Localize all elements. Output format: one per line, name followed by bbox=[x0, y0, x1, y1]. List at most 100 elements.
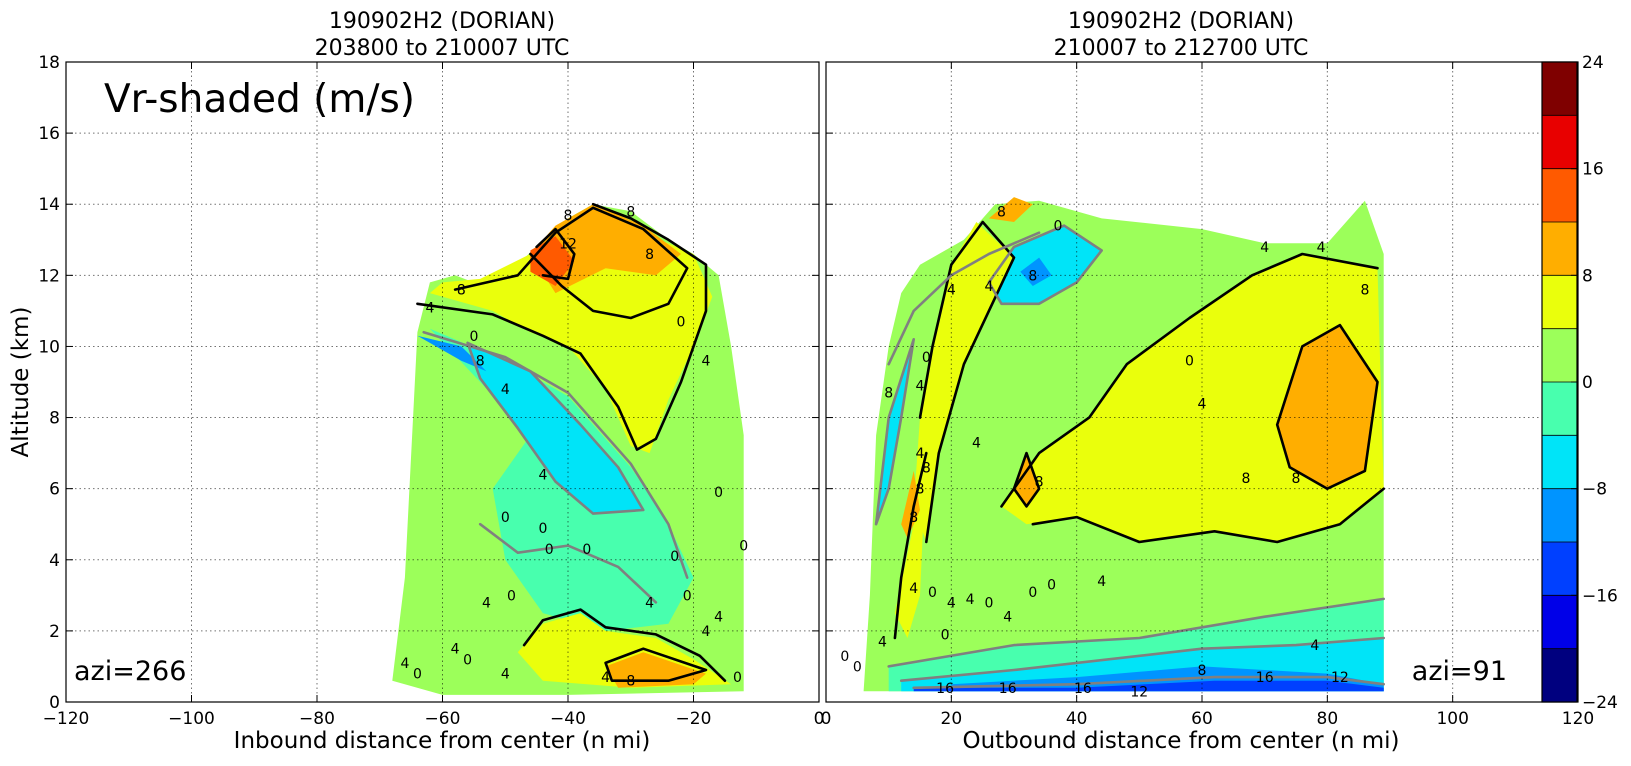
right-contour-label-34: 16 bbox=[936, 681, 954, 697]
right-contour-10 bbox=[887, 597, 1385, 668]
left-contour-7 bbox=[478, 522, 658, 604]
left-azimuth-label: azi=266 bbox=[74, 656, 186, 687]
left-contour-label-16: 0 bbox=[582, 542, 591, 558]
left-contour-label-8: 4 bbox=[702, 354, 711, 370]
left-contour-5 bbox=[422, 330, 689, 579]
right-x-tick-label-2: 40 bbox=[1066, 709, 1088, 729]
colorbar-tick-label-2: −8 bbox=[1582, 480, 1607, 500]
left-contour-label-20: 0 bbox=[507, 588, 516, 604]
colorbar-band-11 bbox=[1542, 62, 1577, 116]
right-shaded-region-7 bbox=[1020, 257, 1052, 286]
right-contour-label-5: 4 bbox=[1260, 240, 1269, 256]
right-contour-8 bbox=[874, 337, 916, 526]
right-contour-label-13: 4 bbox=[972, 435, 981, 451]
left-contour-label-25: 4 bbox=[451, 642, 460, 658]
colorbar-tick-label-0: −24 bbox=[1582, 693, 1618, 713]
right-contour-7 bbox=[987, 224, 1103, 306]
right-contour-label-14: 4 bbox=[916, 446, 925, 462]
left-contour-label-28: 4 bbox=[400, 656, 409, 672]
left-y-tick-label-9: 18 bbox=[38, 53, 60, 73]
left-contour-label-21: 4 bbox=[645, 595, 654, 611]
left-contour-0 bbox=[416, 202, 708, 451]
right-shaded-region-6 bbox=[913, 680, 1384, 692]
right-contour-9 bbox=[899, 636, 1385, 683]
right-x-tick-label-0: 0 bbox=[821, 709, 832, 729]
left-contour-label-4: 12 bbox=[559, 236, 577, 252]
right-contour-label-26: 0 bbox=[1028, 585, 1037, 601]
right-contour-label-39: 16 bbox=[1256, 670, 1274, 686]
left-contour-label-27: 4 bbox=[501, 667, 510, 683]
right-contour-label-35: 16 bbox=[999, 681, 1017, 697]
colorbar-band-1 bbox=[1542, 595, 1577, 649]
right-contour-label-15: 8 bbox=[922, 460, 931, 476]
left-y-tick-label-1: 2 bbox=[49, 622, 60, 642]
right-shaded-region-4 bbox=[876, 339, 914, 525]
left-contour-label-2: 0 bbox=[469, 329, 478, 345]
left-contour-label-32: 0 bbox=[733, 670, 742, 686]
right-title-line2: 210007 to 212700 UTC bbox=[1054, 36, 1309, 61]
left-y-tick-label-0: 0 bbox=[49, 693, 60, 713]
right-contour-label-10: 4 bbox=[916, 379, 925, 395]
right-x-tick-label-4: 80 bbox=[1317, 709, 1339, 729]
right-contour-label-24: 4 bbox=[966, 592, 975, 608]
left-contour-label-5: 8 bbox=[626, 204, 635, 220]
colorbar-band-0 bbox=[1542, 648, 1577, 702]
right-contour-label-29: 4 bbox=[1003, 610, 1012, 626]
left-contour-4 bbox=[604, 647, 708, 683]
colorbar-tick-label-6: 24 bbox=[1582, 53, 1604, 73]
right-contour-label-18: 8 bbox=[1035, 475, 1044, 491]
right-contour-label-9: 8 bbox=[884, 386, 893, 402]
colorbar-band-10 bbox=[1542, 115, 1577, 169]
colorbar-band-6 bbox=[1542, 328, 1577, 382]
right-contour-1 bbox=[1000, 252, 1379, 508]
colorbar-band-8 bbox=[1542, 222, 1577, 276]
right-contour-label-25: 0 bbox=[984, 595, 993, 611]
left-contour-3 bbox=[522, 608, 727, 683]
right-x-tick-label-5: 100 bbox=[1436, 709, 1468, 729]
right-contour-label-41: 12 bbox=[1331, 670, 1349, 686]
vr-shaded-annotation: Vr-shaded (m/s) bbox=[104, 77, 415, 122]
left-contour-1 bbox=[453, 206, 689, 320]
left-x-tick-label-0: −120 bbox=[43, 709, 90, 729]
left-title-line2: 203800 to 210007 UTC bbox=[315, 36, 570, 61]
right-contour-label-0: 8 bbox=[997, 204, 1006, 220]
right-contour-label-1: 0 bbox=[1053, 219, 1062, 235]
colorbar-band-3 bbox=[1542, 488, 1577, 542]
right-contour-label-40: 4 bbox=[1310, 638, 1319, 654]
left-x-tick-label-4: −40 bbox=[550, 709, 586, 729]
left-contour-label-24: 4 bbox=[702, 624, 711, 640]
colorbar-band-7 bbox=[1542, 275, 1577, 329]
left-x-tick-label-1: −100 bbox=[168, 709, 215, 729]
colorbar-band-2 bbox=[1542, 542, 1577, 596]
left-y-tick-label-4: 8 bbox=[49, 409, 60, 429]
right-contour-label-20: 8 bbox=[1292, 471, 1301, 487]
left-contour-label-15: 0 bbox=[545, 542, 554, 558]
left-y-tick-label-7: 14 bbox=[38, 195, 60, 215]
right-x-tick-label-1: 20 bbox=[941, 709, 963, 729]
right-contour-label-19: 8 bbox=[1241, 471, 1250, 487]
right-contour-label-3: 4 bbox=[984, 279, 993, 295]
right-shaded-region-12 bbox=[1014, 453, 1040, 507]
left-contour-label-26: 0 bbox=[463, 652, 472, 668]
left-contour-label-22: 0 bbox=[683, 588, 692, 604]
right-contour-label-16: 8 bbox=[916, 482, 925, 498]
right-contour-label-11: 0 bbox=[1185, 354, 1194, 370]
right-contour-3 bbox=[1275, 323, 1379, 491]
left-x-tick-label-6: 0 bbox=[814, 709, 825, 729]
left-contour-label-19: 4 bbox=[482, 595, 491, 611]
left-y-tick-label-5: 10 bbox=[38, 337, 60, 357]
left-contour-label-1: 8 bbox=[457, 283, 466, 299]
right-contour-label-21: 4 bbox=[909, 581, 918, 597]
left-y-tick-label-2: 4 bbox=[49, 551, 60, 571]
right-contour-label-36: 16 bbox=[1074, 681, 1092, 697]
left-contour-label-9: 8 bbox=[476, 354, 485, 370]
left-contour-label-31: 8 bbox=[626, 674, 635, 690]
right-contour-label-32: 0 bbox=[840, 649, 849, 665]
right-contour-label-37: 12 bbox=[1130, 684, 1148, 700]
right-contour-label-8: 0 bbox=[922, 350, 931, 366]
right-contour-label-27: 0 bbox=[1047, 578, 1056, 594]
left-shaded-region-3 bbox=[417, 335, 487, 372]
left-contour-label-18: 0 bbox=[739, 539, 748, 555]
